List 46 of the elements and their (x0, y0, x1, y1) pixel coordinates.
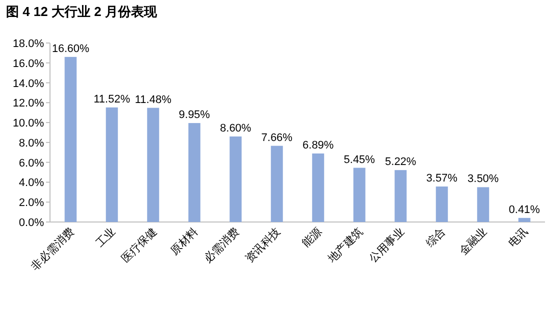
y-tick-label: 0.0% (18, 217, 44, 229)
bar (394, 170, 407, 222)
y-tick-label: 8.0% (18, 137, 44, 150)
x-tick-label: 电讯 (506, 224, 530, 250)
x-tick-label: 地产建筑 (324, 224, 366, 266)
bar (312, 153, 324, 222)
data-label: 16.60% (52, 42, 90, 55)
bar (436, 186, 448, 222)
data-label: 11.48% (134, 94, 172, 106)
bar (477, 187, 490, 222)
data-label: 5.22% (385, 156, 416, 168)
x-tick-label: 原材料 (168, 224, 200, 258)
data-label: 6.89% (302, 139, 334, 152)
x-tick-label: 资讯科技 (243, 226, 283, 266)
y-tick-label: 6.0% (18, 157, 44, 170)
y-tick-label: 12.0% (12, 98, 44, 110)
data-label: 9.95% (178, 109, 210, 122)
chart-title: 图 4 12 大行业 2 月份表现 (6, 4, 158, 19)
y-tick-label: 4.0% (18, 177, 44, 190)
x-tick-label: 能源 (300, 224, 324, 250)
x-tick-label: 医疗保健 (118, 224, 160, 266)
data-label: 11.52% (94, 93, 130, 106)
x-tick-label: 工业 (93, 224, 118, 250)
x-tick-label: 公用事业 (366, 224, 407, 266)
bar (106, 107, 118, 222)
x-tick-label: 必需消费 (201, 224, 242, 266)
bar (230, 136, 242, 222)
bar (188, 123, 200, 222)
bar (64, 56, 77, 222)
data-label: 3.50% (468, 173, 499, 186)
x-tick-label: 金融业 (456, 224, 490, 258)
bar (518, 218, 530, 222)
data-label: 5.45% (344, 154, 376, 166)
y-tick-label: 2.0% (18, 197, 44, 210)
data-label: 3.57% (426, 172, 458, 184)
bar (353, 168, 366, 222)
y-tick-label: 14.0% (12, 78, 44, 90)
bar (147, 108, 160, 222)
data-label: 8.60% (220, 122, 252, 134)
data-label: 0.41% (508, 204, 540, 216)
y-tick-label: 18.0% (12, 38, 44, 50)
x-tick-label: 综合 (423, 224, 448, 250)
y-tick-label: 16.0% (12, 58, 44, 70)
y-tick-label: 10.0% (12, 118, 44, 130)
data-label: 7.66% (261, 132, 293, 144)
bar (270, 146, 283, 222)
